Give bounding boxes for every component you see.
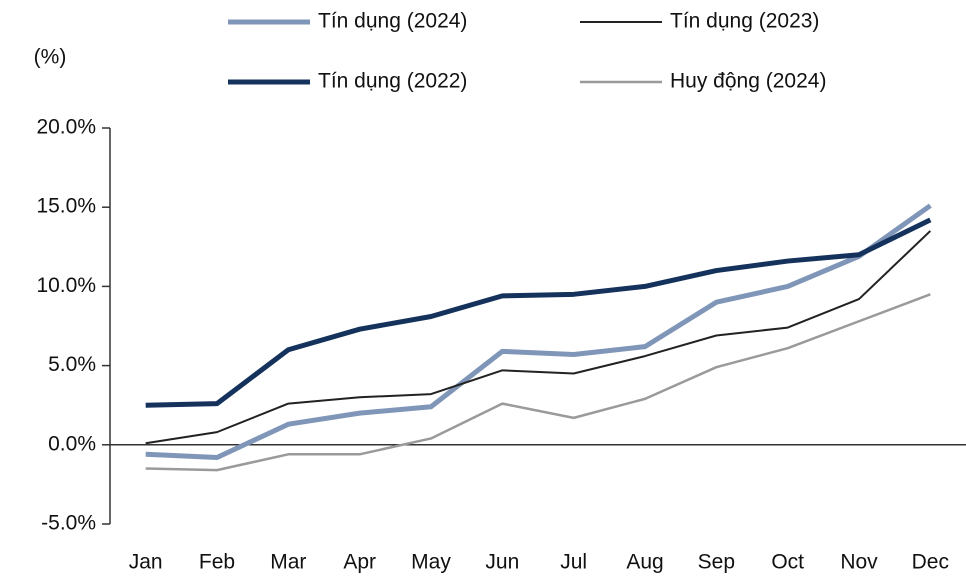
x-tick-label: Mar xyxy=(270,551,306,574)
y-tick-label: 5.0% xyxy=(48,353,96,376)
y-tick-label: 15.0% xyxy=(36,195,96,218)
y-tick-label: 10.0% xyxy=(36,274,96,297)
legend-label: Huy động (2024) xyxy=(670,70,826,93)
legend-label: Tín dụng (2022) xyxy=(318,70,467,93)
series-line xyxy=(145,293,931,472)
series-line xyxy=(145,203,932,460)
x-tick-label: Jan xyxy=(129,551,163,574)
series-line xyxy=(145,217,932,408)
y-tick-label: 20.0% xyxy=(36,116,96,139)
x-tick-label: Aug xyxy=(626,551,663,574)
x-tick-label: Dec xyxy=(912,551,949,574)
x-tick-label: Oct xyxy=(771,551,804,574)
y-axis-label: (%) xyxy=(34,46,67,69)
x-tick-label: Sep xyxy=(698,551,735,574)
legend-label: Tín dụng (2024) xyxy=(318,10,467,33)
x-tick-label: Jun xyxy=(485,551,519,574)
y-tick-label: -5.0% xyxy=(41,512,96,535)
series-line xyxy=(145,230,932,445)
x-tick-label: Jul xyxy=(560,551,587,574)
legend-label: Tín dụng (2023) xyxy=(670,10,819,33)
y-tick-label: 0.0% xyxy=(48,432,96,455)
x-tick-label: Apr xyxy=(343,551,376,574)
x-tick-label: May xyxy=(411,551,451,574)
x-tick-label: Feb xyxy=(199,551,235,574)
x-tick-label: Nov xyxy=(840,551,878,574)
